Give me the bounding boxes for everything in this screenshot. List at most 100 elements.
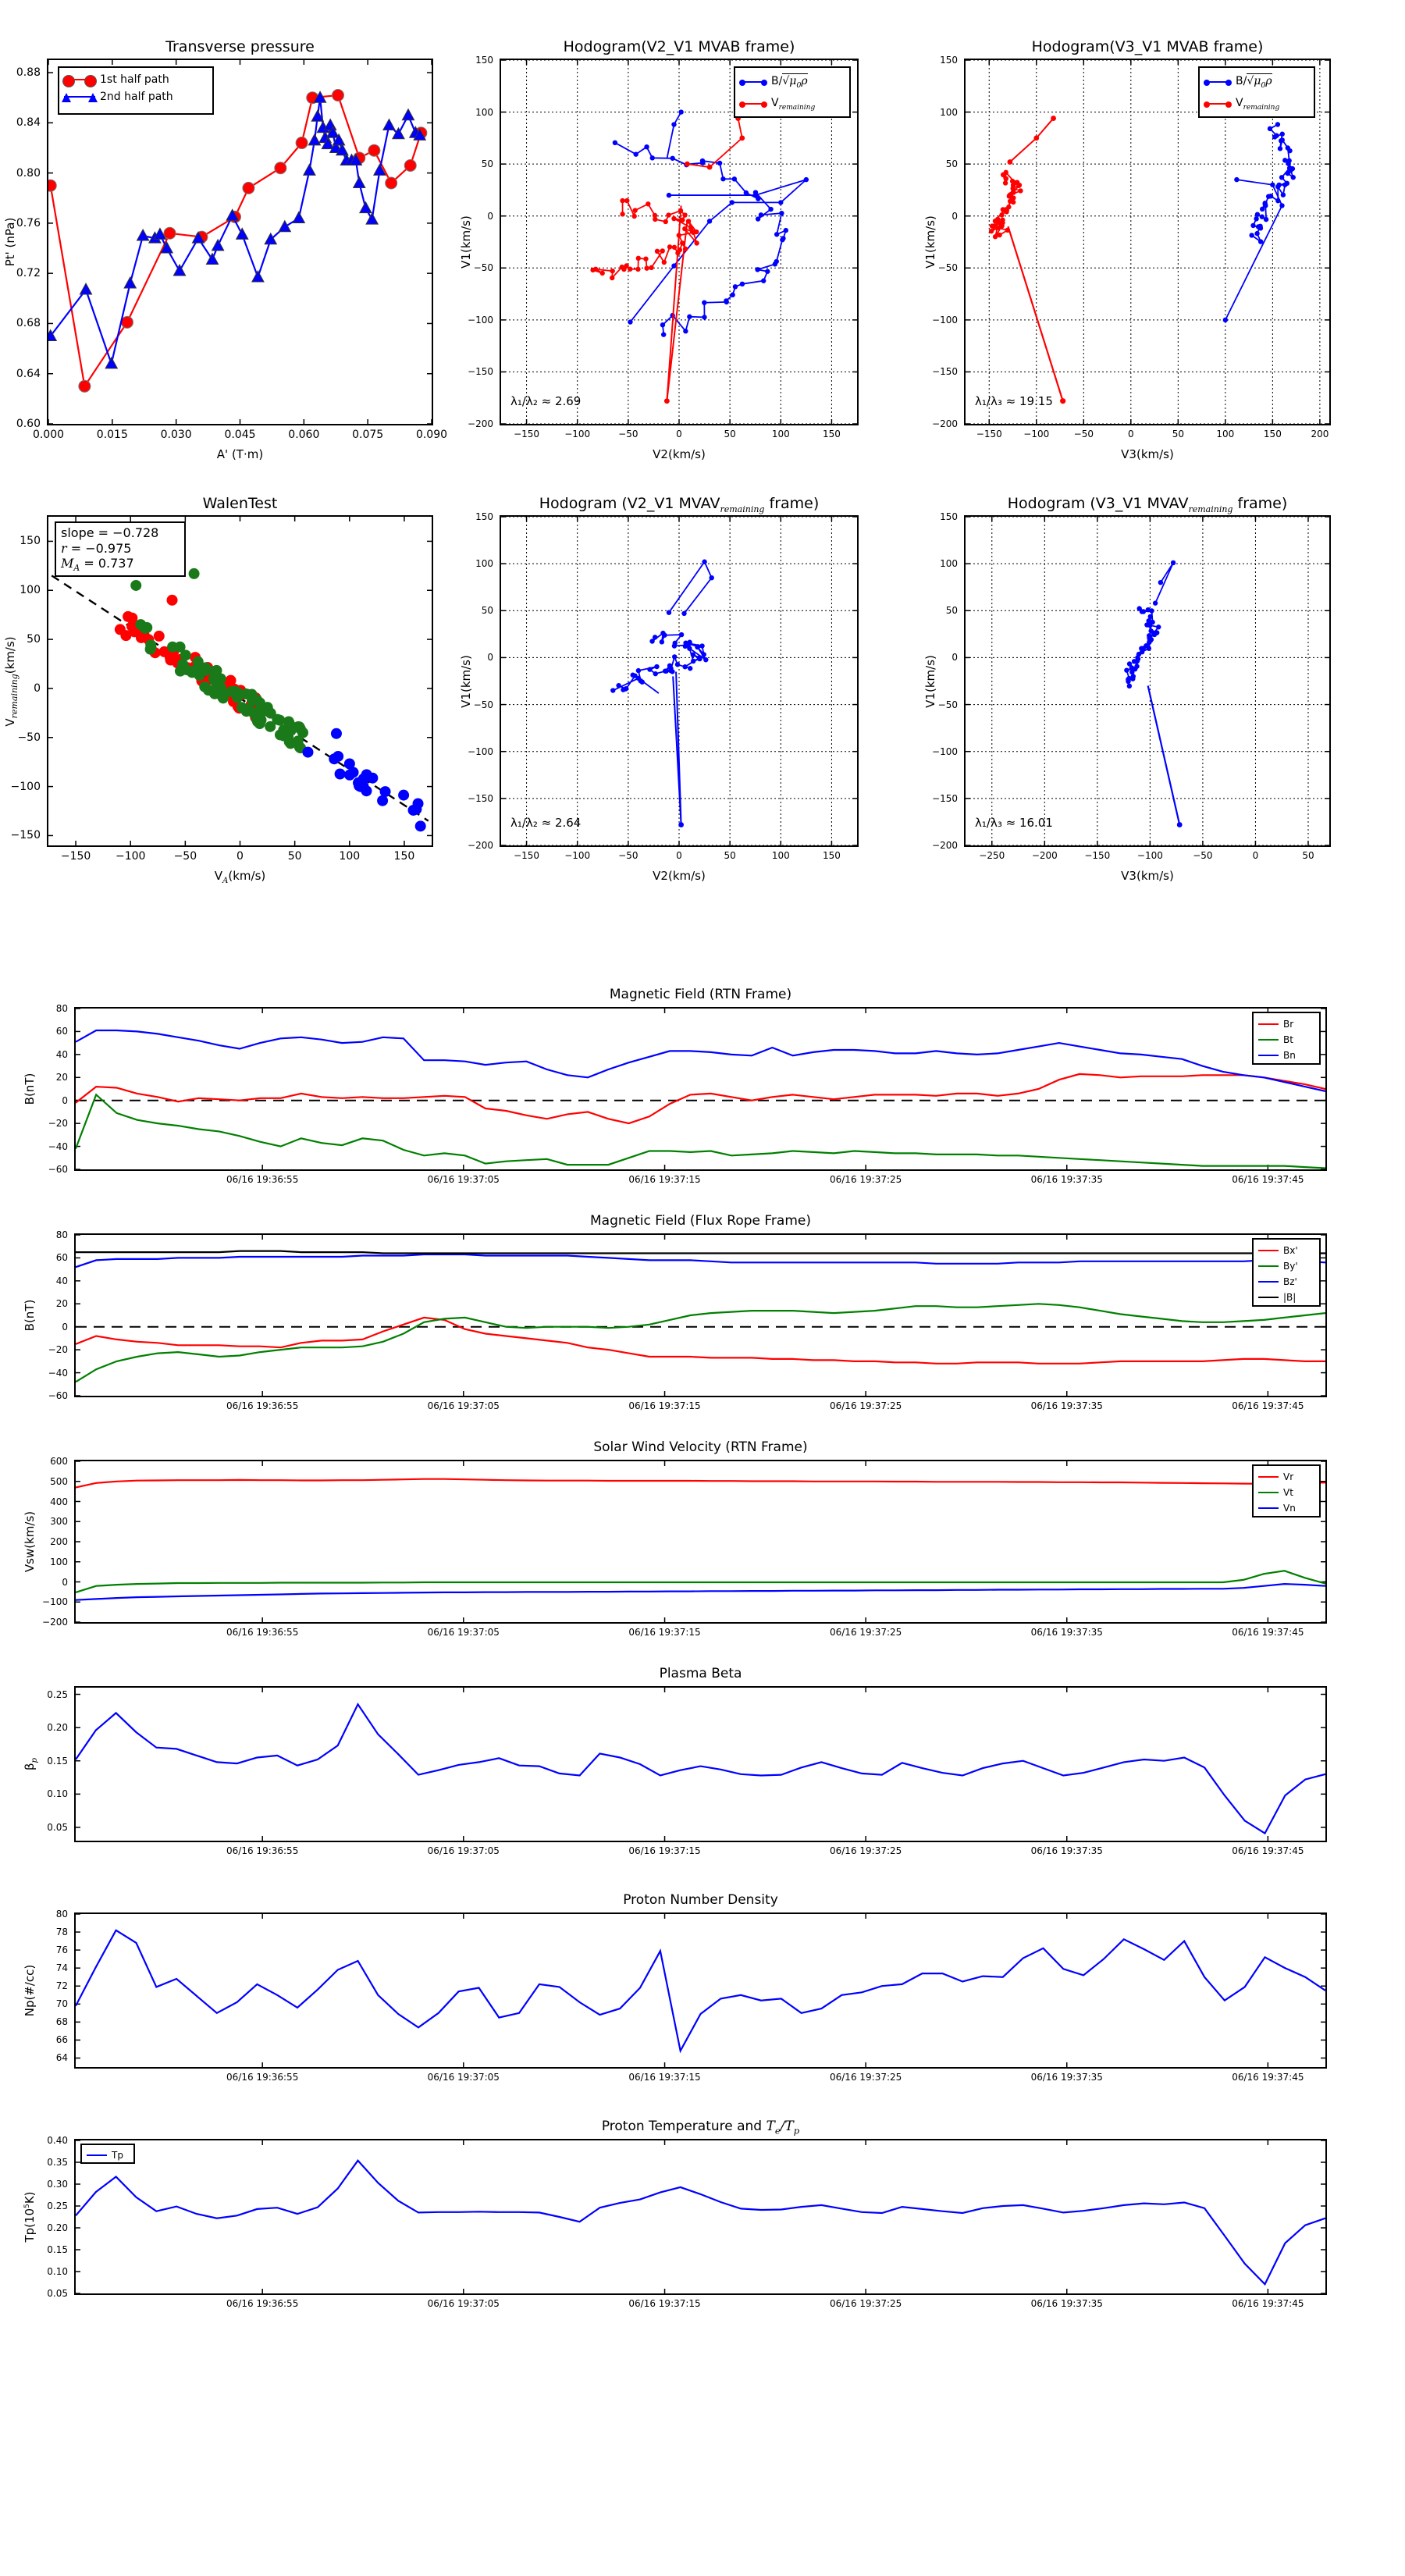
data-point [265, 720, 276, 732]
hodo-v3v1-mvav-xtick: −150 [1084, 850, 1111, 861]
walen-test-xtick: 0 [237, 850, 244, 863]
data-point [240, 706, 252, 717]
hodo-v3v1-mvav-ytick: −150 [932, 792, 958, 804]
data-point [1279, 131, 1285, 137]
data-point [671, 263, 677, 269]
line-swatch-icon [1258, 1297, 1279, 1298]
data-point [632, 673, 638, 678]
plot-path [668, 560, 713, 614]
mag-rtn-axes [74, 1007, 1327, 1171]
walen-ma: MA = 0.737 [61, 556, 134, 574]
data-point [691, 658, 696, 664]
walen-test-plot [48, 517, 432, 845]
data-point [992, 234, 998, 240]
transverse-pressure-ytick: 0.76 [16, 216, 41, 229]
plot-path [1007, 226, 1064, 402]
data-point [1129, 666, 1135, 671]
proton-temperature-xtick: 06/16 19:37:15 [628, 2298, 701, 2309]
data-point [739, 281, 745, 287]
legend-label: By' [1283, 1261, 1298, 1272]
plot-path [614, 142, 788, 335]
proton-density-ytick: 68 [55, 2016, 68, 2028]
hodo-v2v1-mvav-ytick: −200 [468, 840, 493, 851]
data-point [274, 162, 287, 175]
mag-fr-title: Magnetic Field (Flux Rope Frame) [590, 1213, 811, 1229]
data-point [632, 208, 638, 213]
mag-rtn-plot [76, 1009, 1325, 1169]
data-point [1254, 216, 1259, 222]
data-point [1282, 182, 1288, 187]
line-marker-icon [739, 80, 767, 86]
data-point [208, 673, 219, 685]
data-point [323, 118, 337, 131]
plot-path [76, 1029, 1325, 1092]
data-point [349, 153, 363, 166]
mag-rtn-ytick: −60 [48, 1164, 68, 1175]
transverse-pressure-ytick: 0.68 [16, 317, 41, 330]
legend-entry: 2nd half path [62, 88, 208, 105]
data-point [670, 155, 675, 161]
hodo-v3v1-mvav-ylabel: V1(km/s) [923, 654, 937, 708]
data-point [997, 232, 1002, 238]
data-point [671, 654, 678, 660]
data-point [688, 225, 694, 230]
data-point [635, 255, 642, 262]
mag-fr-ytick: −20 [48, 1344, 68, 1356]
data-point [662, 632, 667, 638]
plasma-beta-xtick: 06/16 19:36:55 [226, 1845, 299, 1856]
data-point [226, 686, 237, 698]
data-point [352, 176, 366, 188]
proton-temperature-xtick: 06/16 19:37:45 [1232, 2298, 1304, 2309]
mag-rtn-ytick: 0 [62, 1094, 68, 1106]
data-point [624, 263, 629, 269]
data-point [768, 206, 774, 212]
data-point [1003, 176, 1009, 182]
hodo-v2v1-mvab-plot [501, 60, 857, 424]
data-point [1147, 633, 1152, 639]
legend-label: 2nd half path [100, 91, 173, 103]
data-point [160, 240, 174, 254]
hodo-v2v1-mvab-ytick: 0 [487, 210, 493, 222]
legend-entry: Vr [1258, 1469, 1314, 1485]
hodo-v2v1-mvav-xtick: 50 [724, 850, 736, 861]
data-point [649, 639, 655, 644]
proton-temperature-ytick: 0.20 [47, 2222, 68, 2233]
plasma-beta-title: Plasma Beta [659, 1666, 742, 1681]
legend-entry: B/√μ0ρ [1204, 71, 1309, 93]
data-point [643, 256, 649, 262]
data-point [1259, 206, 1265, 212]
proton-density-ytick: 64 [55, 2052, 68, 2064]
data-point [612, 140, 618, 146]
data-point [123, 276, 137, 289]
mag-rtn-xtick: 06/16 19:37:15 [628, 1174, 701, 1185]
data-point [635, 266, 641, 272]
data-point [1249, 233, 1254, 238]
hodo-v3v1-mvab-annotation: λ₁/λ₃ ≈ 19.15 [975, 394, 1053, 408]
plot-path [612, 677, 660, 694]
data-point [343, 758, 355, 770]
hodo-v2v1-mvav-ytick: 0 [487, 652, 493, 664]
mag-fr-xtick: 06/16 19:37:35 [1030, 1400, 1103, 1411]
legend-entry: Vremaining [739, 93, 845, 115]
hodo-v3v1-mvab-ytick: 100 [940, 106, 958, 118]
hodo-v3v1-mvav-ytick: 50 [945, 605, 958, 617]
data-point [302, 163, 316, 176]
hodo-v2v1-mvav-xtick: −150 [514, 850, 540, 861]
data-point [1018, 188, 1023, 194]
mag-rtn-xtick: 06/16 19:36:55 [226, 1174, 299, 1185]
data-point [274, 714, 286, 726]
data-point [620, 197, 625, 204]
data-point [724, 299, 730, 305]
data-point [695, 644, 700, 650]
data-point [294, 723, 306, 735]
proton-temperature-legend: Tp [80, 2144, 135, 2164]
data-point [699, 158, 706, 164]
data-point [153, 630, 165, 642]
data-point [141, 622, 153, 634]
transverse-pressure-ylabel: Pt' (nPa) [3, 217, 17, 267]
transverse-pressure-ytick: 0.60 [16, 418, 41, 430]
plasma-beta-ytick: 0.10 [47, 1788, 68, 1800]
data-point [690, 652, 696, 657]
legend-entry: 1st half path [62, 71, 208, 88]
data-point [624, 197, 630, 204]
